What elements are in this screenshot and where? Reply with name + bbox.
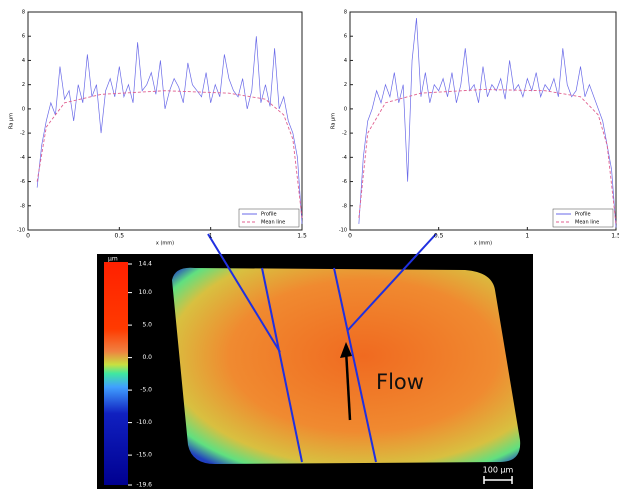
x-tick-label: 0.5 — [434, 233, 444, 240]
colorbar-tick-label: 14.4 — [139, 261, 153, 268]
x-tick-label: 1 — [525, 233, 529, 240]
y-tick-label: -4 — [342, 155, 347, 161]
y-tick-label: 2 — [344, 82, 347, 88]
y-tick-label: -10 — [17, 228, 25, 234]
y-tick-label: 0 — [344, 106, 347, 112]
plot-frame — [27, 11, 303, 231]
x-axis-label: x (mm) — [156, 241, 174, 247]
plot-frame — [349, 11, 617, 231]
x-tick-label: 0.5 — [115, 233, 125, 240]
x-tick-label: 1.5 — [611, 233, 619, 240]
colorbar-tick-label: 0.0 — [142, 354, 152, 361]
y-tick-label: -6 — [342, 179, 347, 185]
colorbar-tick-label: 5.0 — [142, 322, 152, 329]
y-tick-label: 4 — [22, 58, 25, 64]
legend-label: Mean line — [575, 220, 599, 226]
series-line — [358, 18, 617, 228]
y-tick-label: -2 — [342, 131, 347, 137]
y-tick-label: 0 — [22, 106, 25, 112]
y-tick-label: -8 — [20, 203, 25, 209]
y-tick-label: 6 — [22, 34, 25, 40]
y-tick-label: 8 — [344, 10, 347, 16]
legend-label: Mean line — [261, 220, 285, 226]
scale-bar-label: 100 μm — [483, 466, 514, 475]
colorbar-tick-label: -10.0 — [136, 419, 152, 426]
connector — [347, 233, 437, 331]
y-tick-label: -6 — [20, 179, 25, 185]
series-line — [358, 89, 617, 224]
connector — [207, 233, 281, 353]
scale-bar — [483, 476, 513, 484]
colorbar-tick-label: 10.0 — [139, 289, 153, 296]
colorbar-tick-label: -19.6 — [136, 482, 152, 489]
y-tick-label: -2 — [20, 131, 25, 137]
legend-label: Profile — [575, 212, 591, 218]
x-axis-label: x (mm) — [474, 241, 492, 247]
y-axis-label: Ra μm — [9, 113, 15, 129]
y-tick-label: -4 — [20, 155, 25, 161]
profile-line — [261, 267, 303, 463]
y-tick-label: 8 — [22, 10, 25, 16]
height-map: μm Flow 100 μm 14.4 10.0 5.0 0.0 -5.0 -10.0 -1… — [97, 254, 533, 489]
profile-line — [333, 267, 377, 463]
legend-label: Profile — [261, 212, 277, 218]
y-tick-label: -8 — [342, 203, 347, 209]
x-tick-label: 1 — [209, 233, 213, 240]
x-tick-label: 0 — [348, 233, 352, 240]
colorbar — [104, 262, 128, 485]
x-tick-label: 1.5 — [297, 233, 307, 240]
flow-label: Flow — [376, 370, 424, 394]
colorbar-tick-label: -15.0 — [136, 452, 152, 459]
y-tick-label: -10 — [339, 228, 347, 234]
flow-arrow — [344, 349, 352, 421]
y-tick-label: 4 — [344, 58, 347, 64]
colorbar-unit: μm — [108, 256, 118, 263]
x-tick-label: 0 — [26, 233, 30, 240]
series-line — [36, 90, 303, 218]
colorbar-tick-label: -5.0 — [140, 387, 152, 394]
y-tick-label: 6 — [344, 34, 347, 40]
y-axis-label: Ra μm — [331, 113, 337, 129]
y-tick-label: 2 — [22, 82, 25, 88]
flow-arrow-head — [340, 342, 352, 358]
